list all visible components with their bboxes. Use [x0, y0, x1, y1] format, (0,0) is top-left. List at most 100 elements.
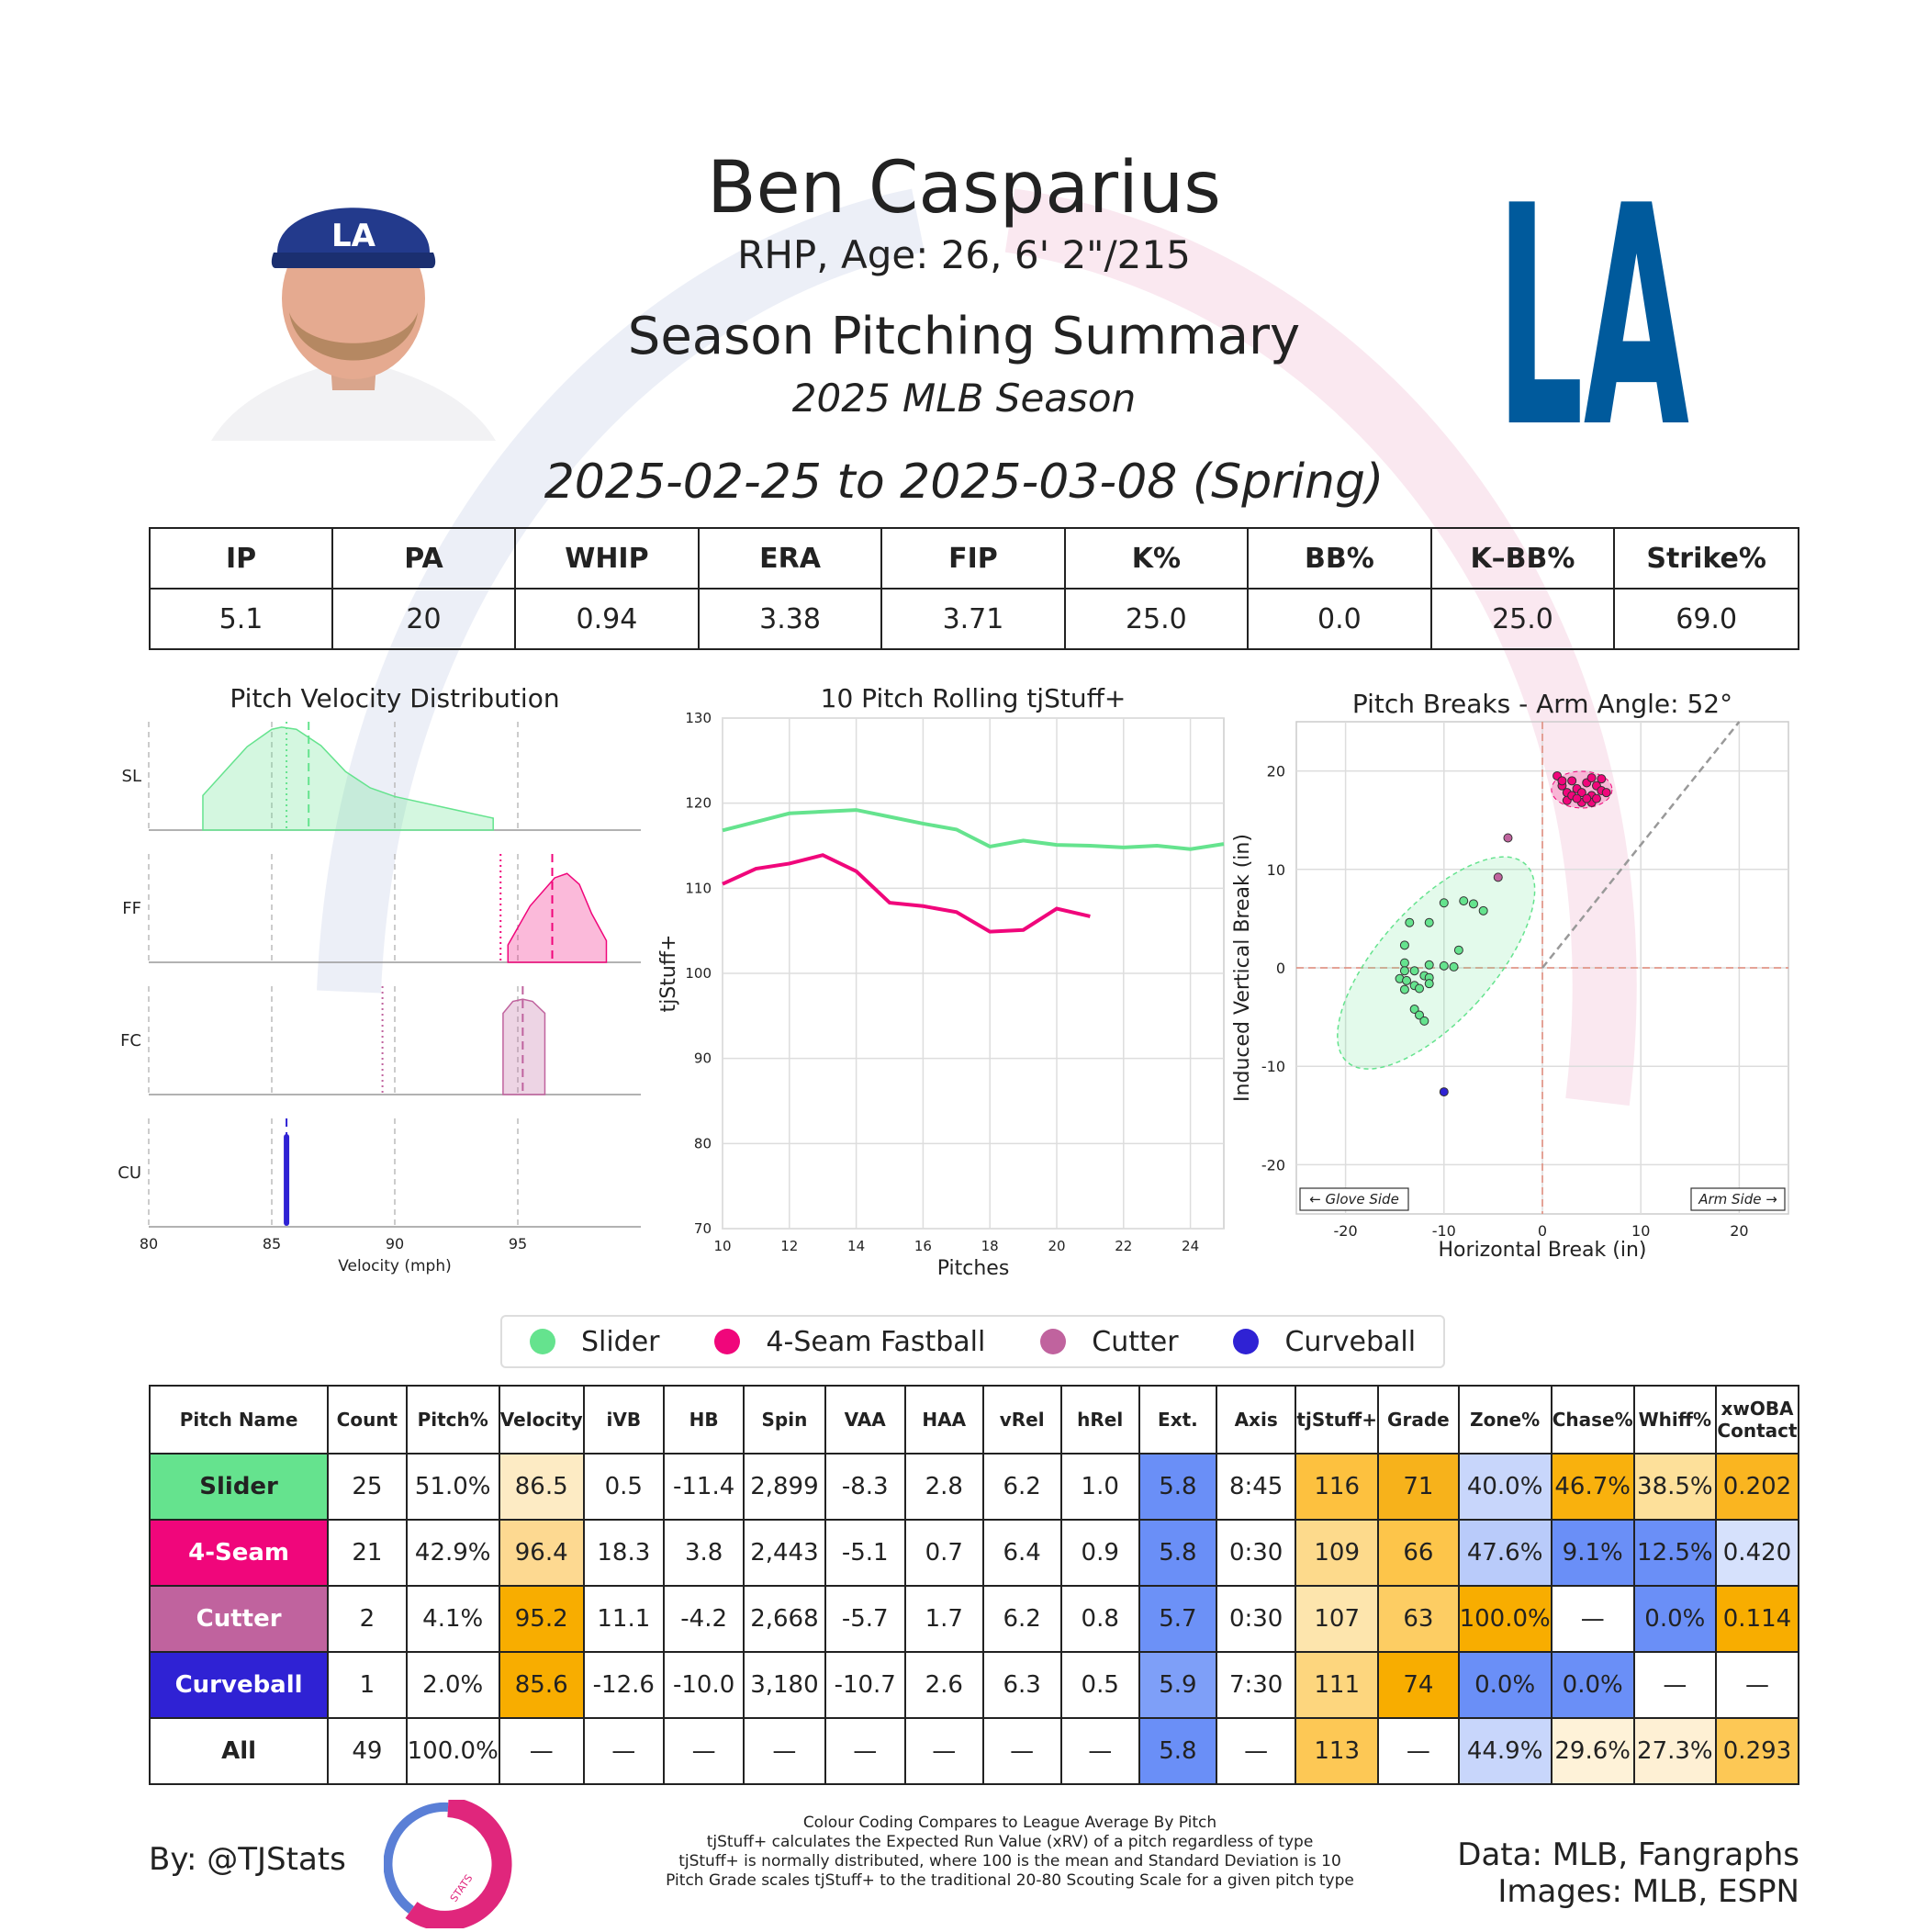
pitch-point — [1597, 774, 1607, 784]
pitch-metric-cell: 5.8 — [1138, 1519, 1218, 1587]
pitch-point — [1409, 966, 1419, 976]
pitch-metric-cell: 49 — [327, 1717, 408, 1785]
arm-side-label: Arm Side → — [1690, 1187, 1786, 1211]
pitch-metric-cell: 0.202 — [1714, 1453, 1800, 1521]
x-tick-label: 20 — [1048, 1238, 1065, 1254]
x-tick-label: 10 — [1631, 1222, 1650, 1240]
pitch-metric-cell: 12.5% — [1632, 1519, 1717, 1587]
chart-title: Pitch Velocity Distribution — [230, 683, 559, 713]
pitch-table-row: 4-Seam 21 42.9% 96.4 18.3 3.8 2,443 -5.1 0.7 6.4 0… — [148, 1519, 1800, 1587]
y-tick-label: 70 — [694, 1220, 712, 1237]
y-tick-label: 130 — [685, 710, 712, 726]
pitch-point — [1399, 940, 1409, 950]
pitch-point — [1468, 899, 1478, 909]
pitch-metric-cell: -4.2 — [662, 1585, 745, 1653]
summary-header-cell: K–BB% — [1429, 527, 1616, 590]
x-tick-label: 24 — [1182, 1238, 1199, 1254]
pitch-metric-cell: 86.5 — [498, 1453, 585, 1521]
player-headshot: LA — [211, 165, 496, 441]
pitch-metric-cell: 100.0% — [1457, 1585, 1552, 1653]
pitch-point — [1424, 917, 1434, 927]
x-axis-label: Velocity (mph) — [338, 1257, 451, 1275]
chart-title: Pitch Breaks - Arm Angle: 52° — [1352, 689, 1732, 719]
summary-value-cell: 25.0 — [1063, 588, 1250, 650]
pitch-point — [1576, 788, 1586, 798]
pitch-metric-cell: 51.0% — [405, 1453, 500, 1521]
pitch-point — [1439, 960, 1449, 971]
summary-header-cell: K% — [1063, 527, 1250, 590]
player-bio: RHP, Age: 26, 6' 2"/215 — [737, 232, 1191, 277]
y-tick-label: 0 — [1276, 960, 1285, 977]
pitch-table-header-cell: HB — [662, 1385, 745, 1455]
pitch-metric-cell: — — [743, 1717, 826, 1785]
pitch-metric-cell: 107 — [1295, 1585, 1380, 1653]
pitch-table-header-row: Pitch Name Count Pitch% Velocity iVB HB Spin VA… — [148, 1385, 1800, 1455]
pitch-metric-cell: 85.6 — [498, 1651, 585, 1719]
pitch-metric-cell: 0.114 — [1714, 1585, 1800, 1653]
pitch-table-row: Slider 25 51.0% 86.5 0.5 -11.4 2,899 -8.3 2.8 6.2… — [148, 1453, 1800, 1521]
date-range: 2025-02-25 to 2025-03-08 (Spring) — [544, 455, 1384, 510]
pitch-metric-cell: — — [981, 1717, 1062, 1785]
pitch-table-row: Curveball 1 2.0% 85.6 -12.6 -10.0 3,180 -10.7 2.… — [148, 1651, 1800, 1719]
x-tick-label: 20 — [1730, 1222, 1748, 1240]
pitch-metric-cell: -10.7 — [824, 1651, 906, 1719]
pitch-point — [1424, 979, 1434, 989]
pitch-table-header-cell: Velocity — [498, 1385, 585, 1455]
pitch-metric-cell: 25 — [327, 1453, 408, 1521]
pitch-point — [1557, 776, 1567, 786]
pitch-point — [1503, 833, 1513, 843]
x-tick-label: 16 — [914, 1238, 932, 1254]
x-tick-label: 85 — [263, 1235, 281, 1252]
pitch-table-header-cell: Count — [327, 1385, 408, 1455]
pitch-metric-cell: -8.3 — [824, 1453, 906, 1521]
pitch-metric-cell: — — [903, 1717, 984, 1785]
pitch-table-header-cell: vRel — [981, 1385, 1062, 1455]
legend-label: Curveball — [1284, 1325, 1417, 1358]
pitch-metric-cell: 6.2 — [981, 1585, 1062, 1653]
pitch-metric-cell: 40.0% — [1457, 1453, 1552, 1521]
pitch-metric-cell: 8:45 — [1216, 1453, 1297, 1521]
summary-header-cell: ERA — [697, 527, 883, 590]
x-tick-label: 10 — [713, 1238, 731, 1254]
y-axis-label: Induced Vertical Break (in) — [1231, 834, 1254, 1102]
summary-header-cell: IP — [148, 527, 334, 590]
annotation-text: ← Glove Side — [1309, 1191, 1399, 1208]
legend-swatch — [714, 1329, 741, 1354]
x-tick-label: -10 — [1432, 1222, 1456, 1240]
pitch-table-header-cell: VAA — [824, 1385, 906, 1455]
methodology-note: Colour Coding Compares to League Average… — [802, 1814, 1217, 1832]
pitch-metric-cell: 63 — [1377, 1585, 1460, 1653]
pitch-table-header-cell: Pitch Name — [148, 1385, 330, 1455]
x-tick-label: 14 — [847, 1238, 865, 1254]
pitch-metric-cell: 0.0% — [1457, 1651, 1552, 1719]
pitch-metric-cell: 2 — [327, 1585, 408, 1653]
legend-label: Slider — [580, 1325, 660, 1358]
pitch-metric-cell: 0:30 — [1216, 1519, 1297, 1587]
pitch-metric-cell: -5.1 — [824, 1519, 906, 1587]
pitch-table-header-cell: Chase% — [1550, 1385, 1635, 1455]
legend-item: Slider — [529, 1325, 660, 1358]
legend-swatch — [529, 1329, 555, 1354]
x-tick-label: -20 — [1334, 1222, 1358, 1240]
pitch-table-header-cell: hRel — [1059, 1385, 1140, 1455]
pitch-point — [1439, 898, 1449, 908]
pitch-point — [1478, 905, 1488, 915]
pitch-point — [1582, 793, 1592, 803]
pitch-metric-cell: 2,443 — [743, 1519, 826, 1587]
pitch-metric-cell: 96.4 — [498, 1519, 585, 1587]
pitch-metric-cell: 0.5 — [1059, 1651, 1140, 1719]
pitch-point — [1459, 896, 1469, 906]
pitch-metric-cell: 71 — [1377, 1453, 1460, 1521]
pitch-metric-cell: 0.0% — [1632, 1585, 1717, 1653]
annotation-text: Arm Side → — [1698, 1191, 1777, 1208]
pitch-metric-cell: — — [1714, 1651, 1800, 1719]
x-tick-label: 22 — [1115, 1238, 1132, 1254]
pitch-metric-cell: 6.4 — [981, 1519, 1062, 1587]
legend-swatch — [1233, 1329, 1260, 1354]
pitch-metric-cell: 5.7 — [1138, 1585, 1218, 1653]
pitch-table-header-cell: Zone% — [1457, 1385, 1552, 1455]
pitch-metric-cell: 113 — [1295, 1717, 1380, 1785]
x-tick-label: 80 — [140, 1235, 158, 1252]
row-label: SL — [122, 767, 141, 786]
pitch-metric-cell: -11.4 — [662, 1453, 745, 1521]
